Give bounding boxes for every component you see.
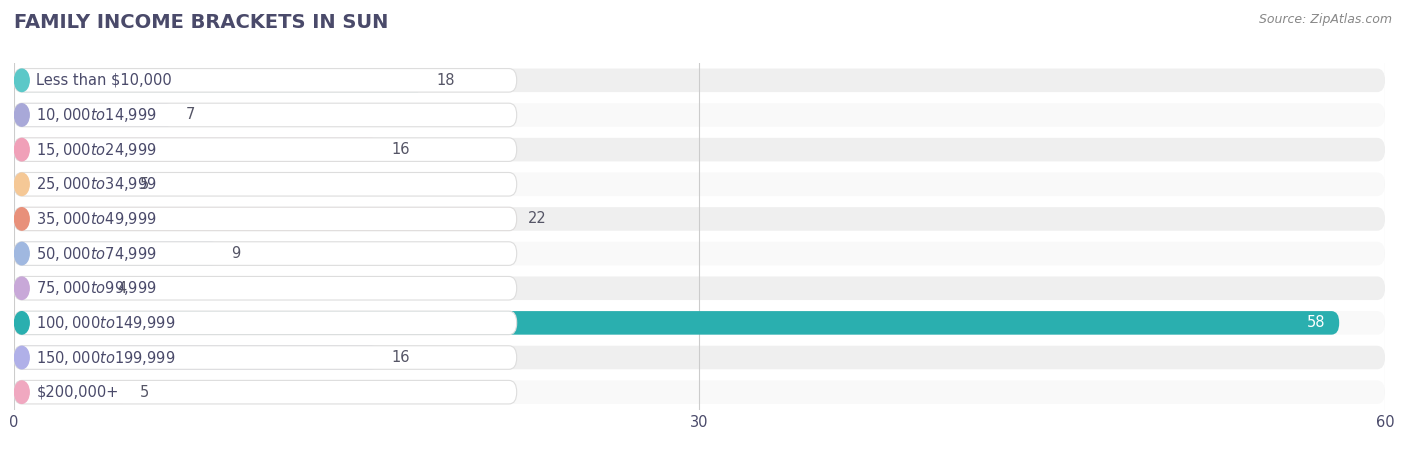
Circle shape — [14, 139, 30, 161]
Text: $100,000 to $149,999: $100,000 to $149,999 — [37, 314, 176, 332]
FancyBboxPatch shape — [14, 346, 380, 369]
FancyBboxPatch shape — [14, 276, 517, 300]
FancyBboxPatch shape — [14, 103, 1385, 127]
Text: $75,000 to $99,999: $75,000 to $99,999 — [37, 279, 157, 297]
FancyBboxPatch shape — [14, 68, 1385, 92]
Text: 9: 9 — [231, 246, 240, 261]
FancyBboxPatch shape — [14, 311, 517, 335]
Text: $15,000 to $24,999: $15,000 to $24,999 — [37, 140, 157, 159]
FancyBboxPatch shape — [14, 346, 517, 369]
FancyBboxPatch shape — [14, 276, 105, 300]
Text: 4: 4 — [117, 281, 127, 296]
Text: $200,000+: $200,000+ — [37, 385, 120, 400]
FancyBboxPatch shape — [14, 242, 1385, 266]
Text: Less than $10,000: Less than $10,000 — [37, 73, 172, 88]
FancyBboxPatch shape — [14, 68, 517, 92]
FancyBboxPatch shape — [14, 172, 128, 196]
FancyBboxPatch shape — [14, 68, 426, 92]
Text: FAMILY INCOME BRACKETS IN SUN: FAMILY INCOME BRACKETS IN SUN — [14, 14, 388, 32]
FancyBboxPatch shape — [14, 242, 219, 266]
FancyBboxPatch shape — [14, 103, 517, 127]
Circle shape — [14, 208, 30, 230]
Text: 16: 16 — [391, 350, 409, 365]
FancyBboxPatch shape — [14, 380, 128, 404]
FancyBboxPatch shape — [14, 103, 174, 127]
FancyBboxPatch shape — [14, 380, 517, 404]
Circle shape — [14, 243, 30, 265]
FancyBboxPatch shape — [14, 276, 1385, 300]
Circle shape — [14, 69, 30, 91]
Circle shape — [14, 104, 30, 126]
Text: $50,000 to $74,999: $50,000 to $74,999 — [37, 245, 157, 262]
Text: 58: 58 — [1308, 315, 1326, 330]
Text: $10,000 to $14,999: $10,000 to $14,999 — [37, 106, 157, 124]
FancyBboxPatch shape — [14, 311, 1340, 335]
FancyBboxPatch shape — [14, 346, 1385, 369]
FancyBboxPatch shape — [14, 242, 517, 266]
Text: 7: 7 — [186, 108, 195, 122]
FancyBboxPatch shape — [14, 207, 1385, 231]
Circle shape — [14, 346, 30, 369]
Circle shape — [14, 381, 30, 403]
Circle shape — [14, 173, 30, 195]
FancyBboxPatch shape — [14, 138, 1385, 162]
FancyBboxPatch shape — [14, 380, 1385, 404]
FancyBboxPatch shape — [14, 138, 517, 162]
Text: $150,000 to $199,999: $150,000 to $199,999 — [37, 348, 176, 366]
FancyBboxPatch shape — [14, 172, 517, 196]
Text: 5: 5 — [139, 177, 149, 192]
FancyBboxPatch shape — [14, 311, 1385, 335]
Text: 18: 18 — [437, 73, 456, 88]
Text: Source: ZipAtlas.com: Source: ZipAtlas.com — [1258, 14, 1392, 27]
Text: $25,000 to $34,999: $25,000 to $34,999 — [37, 175, 157, 194]
Text: 5: 5 — [139, 385, 149, 400]
Text: 16: 16 — [391, 142, 409, 157]
FancyBboxPatch shape — [14, 172, 1385, 196]
Text: $35,000 to $49,999: $35,000 to $49,999 — [37, 210, 157, 228]
FancyBboxPatch shape — [14, 207, 517, 231]
FancyBboxPatch shape — [14, 207, 517, 231]
FancyBboxPatch shape — [14, 138, 380, 162]
Circle shape — [14, 277, 30, 299]
Text: 22: 22 — [529, 212, 547, 226]
Circle shape — [14, 312, 30, 334]
